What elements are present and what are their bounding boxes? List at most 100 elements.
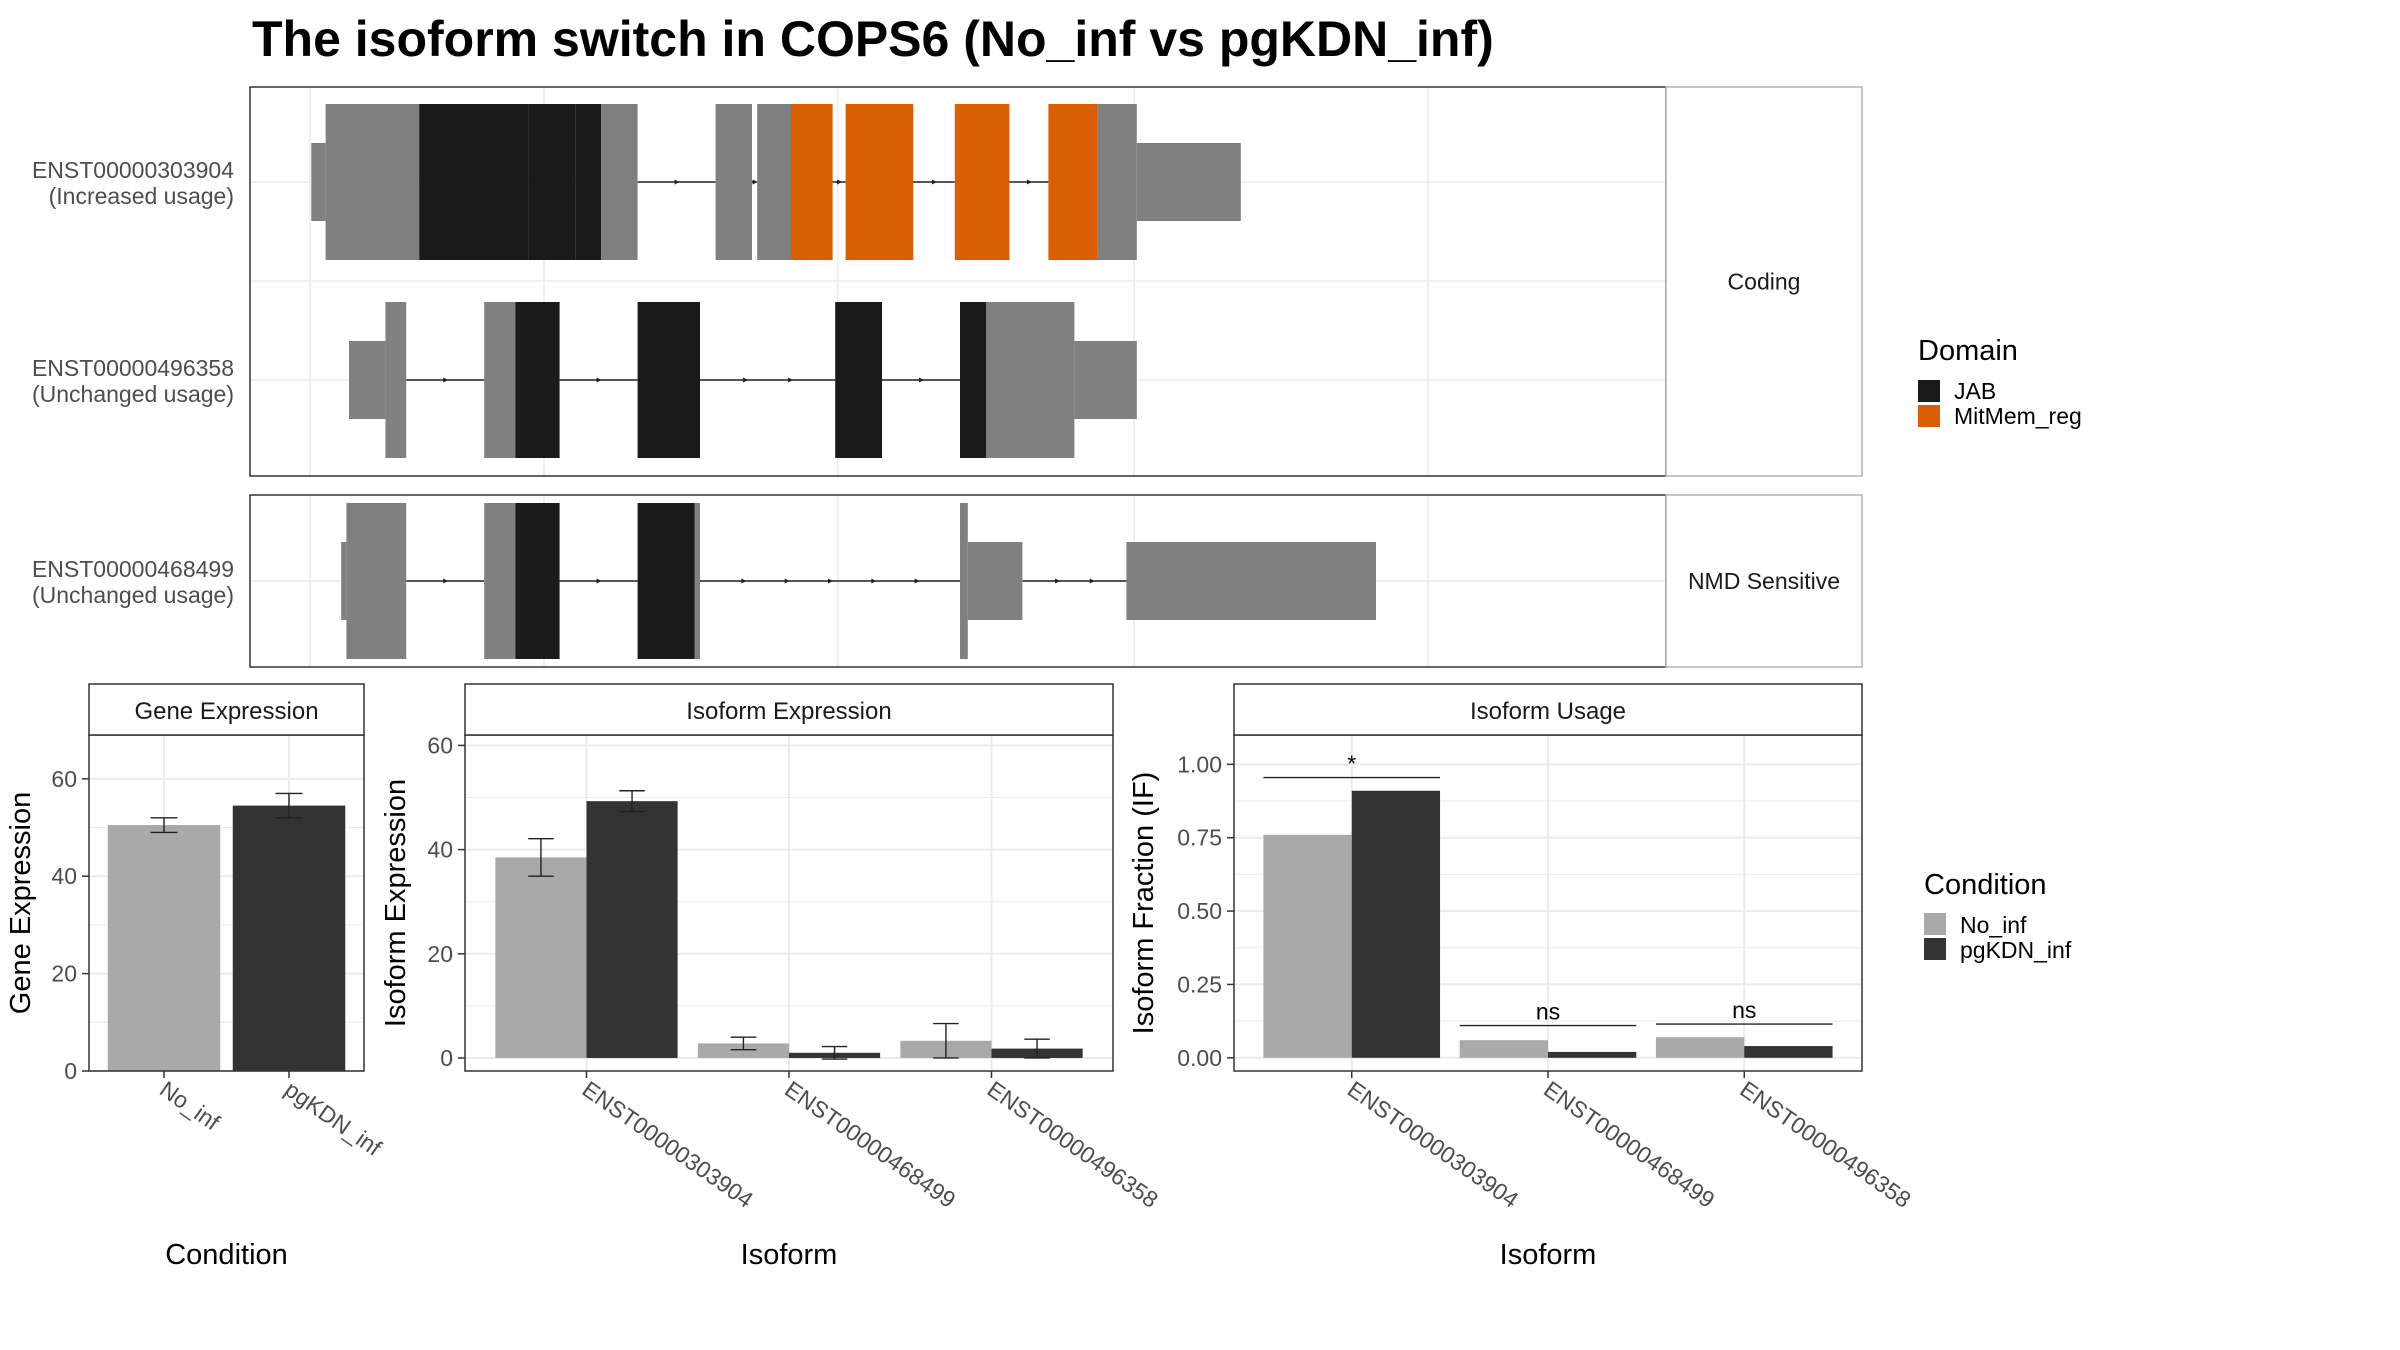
intron-arrow bbox=[743, 377, 749, 383]
isoform-ENST00000468499 bbox=[341, 503, 1376, 659]
exon-utr bbox=[341, 542, 347, 620]
y-tick-label: 0.00 bbox=[1177, 1045, 1222, 1071]
condition-legend-key-no-inf bbox=[1924, 913, 1946, 935]
x-tick-label: ENST00000496358 bbox=[983, 1076, 1163, 1213]
chart-title: Isoform Usage bbox=[1470, 698, 1626, 725]
facet-label-coding: Coding bbox=[1728, 269, 1801, 295]
exon-domain-mitmem-reg bbox=[954, 104, 1010, 260]
chart-strip bbox=[464, 683, 1114, 736]
domain-legend-key-jab bbox=[1918, 380, 1940, 402]
isoform-ENST00000303904 bbox=[311, 104, 1241, 260]
exon-domain-jab bbox=[835, 302, 882, 458]
structure-facet-coding: ENST00000303904(Increased usage) ENST0000… bbox=[32, 86, 1863, 477]
exon-utr bbox=[311, 143, 326, 221]
intron-arrow bbox=[919, 377, 924, 383]
significance-label: ns bbox=[1732, 997, 1756, 1023]
error-bar bbox=[821, 1045, 848, 1060]
intron-arrow bbox=[674, 179, 680, 185]
bar-no-inf-enst00000468499 bbox=[697, 1043, 789, 1058]
significance-label: * bbox=[1347, 751, 1356, 777]
isoform-label-ENST00000496358: ENST00000496358 bbox=[32, 355, 234, 381]
bar-pgkdn-inf bbox=[232, 805, 346, 1071]
error-bar bbox=[150, 817, 178, 834]
exon-cds bbox=[601, 104, 638, 260]
figure-title: The isoform switch in COPS6 (No_inf vs p… bbox=[252, 11, 1494, 67]
chart-gene-expression: Gene Expression 0 20 40 60 No_inf pgKDN_inf Gen… bbox=[5, 683, 387, 1271]
intron-arrow bbox=[871, 578, 877, 584]
bar-no-inf-enst00000303904 bbox=[495, 857, 587, 1058]
intron-arrow bbox=[741, 578, 747, 584]
x-tick-label: pgKDN_inf bbox=[280, 1076, 387, 1161]
chart-isoform-expression: Isoform Expression 0 20 40 60 ENST00000303904… bbox=[380, 683, 1163, 1271]
exon-utr bbox=[967, 542, 1023, 620]
condition-legend-label-pgkdn: pgKDN_inf bbox=[1960, 937, 2072, 963]
intron-arrow bbox=[914, 578, 920, 584]
isoform-usage-ENST00000496358: (Unchanged usage) bbox=[32, 381, 234, 407]
domain-legend-label-jab: JAB bbox=[1954, 378, 1996, 404]
facet-label-nmd-sensitive: NMD Sensitive bbox=[1688, 568, 1840, 594]
isoform-ENST00000496358 bbox=[349, 302, 1137, 458]
exon-domain-jab bbox=[419, 104, 466, 260]
exon-domain-jab bbox=[515, 503, 560, 659]
y-tick-label: 40 bbox=[51, 863, 77, 889]
expression-charts: Gene Expression 0 20 40 60 No_inf pgKDN_inf Gen… bbox=[5, 683, 1916, 1271]
intron-arrow bbox=[1055, 578, 1061, 584]
domain-legend-label-mitmem: MitMem_reg bbox=[1954, 403, 2082, 429]
x-axis-label: Condition bbox=[165, 1239, 288, 1271]
isoform-usage-ENST00000468499: (Unchanged usage) bbox=[32, 582, 234, 608]
y-tick-label: 0.25 bbox=[1177, 971, 1222, 997]
condition-legend-label-no-inf: No_inf bbox=[1960, 912, 2027, 938]
condition-legend-title: Condition bbox=[1924, 869, 2047, 901]
error-bar bbox=[730, 1036, 757, 1051]
y-tick-label: 0.50 bbox=[1177, 898, 1222, 924]
intron-arrow bbox=[837, 179, 843, 185]
exon-utr bbox=[1126, 542, 1376, 620]
y-tick-label: 1.00 bbox=[1177, 751, 1222, 777]
exon-cds bbox=[385, 302, 407, 458]
bar-pgkdn-inf-enst00000303904 bbox=[1351, 790, 1441, 1058]
intron-arrow bbox=[752, 179, 758, 185]
y-tick-label: 20 bbox=[427, 941, 453, 967]
isoform-structure-panel: ENST00000303904(Increased usage) ENST0000… bbox=[32, 86, 1863, 668]
x-tick-label: ENST00000303904 bbox=[578, 1076, 759, 1213]
bar-no-inf bbox=[107, 825, 221, 1071]
exon-domain-mitmem-reg bbox=[791, 104, 833, 260]
bar-no-inf-enst00000468499 bbox=[1459, 1040, 1548, 1058]
error-bar bbox=[528, 837, 554, 877]
significance-label: ns bbox=[1536, 999, 1560, 1025]
exon-domain-jab bbox=[515, 302, 560, 458]
chart-strip bbox=[1233, 683, 1863, 736]
x-tick-label: ENST00000496358 bbox=[1735, 1076, 1915, 1213]
intron-arrow bbox=[443, 578, 449, 584]
intron-arrow bbox=[1026, 179, 1032, 185]
exon-cds bbox=[388, 104, 420, 260]
bar-pgkdn-inf-enst00000468499 bbox=[1548, 1051, 1637, 1058]
chart-strip bbox=[88, 683, 365, 736]
exon-domain-jab bbox=[466, 104, 529, 260]
exon-utr bbox=[1136, 143, 1241, 221]
error-bar bbox=[933, 1022, 959, 1059]
exon-domain-jab bbox=[637, 302, 700, 458]
y-tick-label: 60 bbox=[427, 732, 453, 758]
y-axis-label: Gene Expression bbox=[5, 792, 37, 1014]
domain-legend-title: Domain bbox=[1918, 335, 2018, 367]
exon-cds bbox=[986, 302, 1075, 458]
y-tick-label: 0 bbox=[440, 1045, 453, 1071]
domain-legend: Domain JAB MitMem_reg bbox=[1918, 335, 2082, 429]
exon-cds bbox=[960, 503, 968, 659]
facet-strip-nmd-sensitive bbox=[1665, 494, 1863, 668]
condition-legend: Condition No_inf pgKDN_inf bbox=[1924, 869, 2072, 963]
x-axis-label: Isoform bbox=[741, 1239, 838, 1271]
y-tick-label: 20 bbox=[51, 961, 77, 987]
exon-domain-jab bbox=[637, 503, 695, 659]
x-tick-label: No_inf bbox=[155, 1076, 225, 1136]
exon-cds bbox=[757, 104, 791, 260]
exon-domain-mitmem-reg bbox=[845, 104, 914, 260]
isoform-label-ENST00000468499: ENST00000468499 bbox=[32, 556, 234, 582]
error-bar bbox=[1024, 1038, 1050, 1059]
bar-pgkdn-inf-enst00000303904 bbox=[586, 801, 678, 1058]
condition-legend-key-pgkdn bbox=[1924, 938, 1946, 960]
exon-domain-jab bbox=[528, 104, 576, 260]
intron-arrow bbox=[443, 377, 449, 383]
